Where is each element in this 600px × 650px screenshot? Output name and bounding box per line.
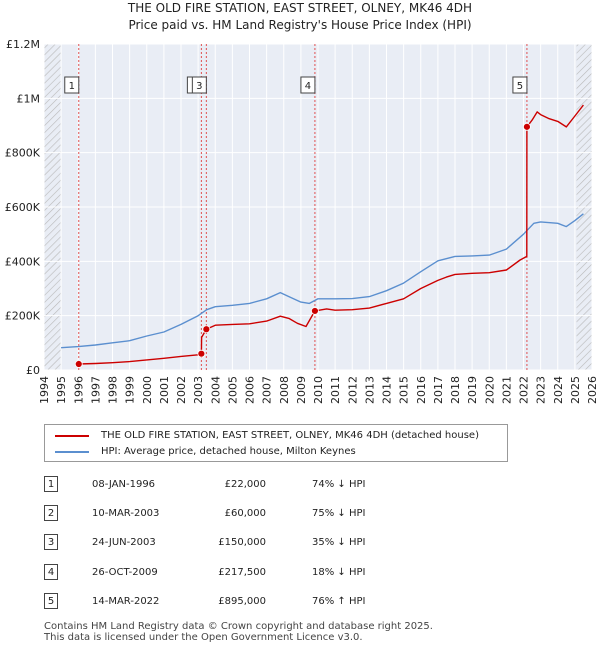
table-row: 3 24-JUN-2003 £150,000 35% ↓ HPI (44, 534, 444, 552)
x-tick-label: 2002 (175, 376, 188, 404)
footer-notice: Contains HM Land Registry data © Crown c… (44, 621, 433, 643)
x-tick-label: 1996 (72, 376, 85, 404)
row-number-badge: 3 (44, 534, 58, 550)
row-price: £60,000 (224, 508, 266, 519)
row-date: 24-JUN-2003 (92, 537, 156, 548)
y-tick-label: £200K (5, 310, 41, 323)
sale-point-5 (523, 122, 531, 131)
y-tick-label: £400K (5, 255, 41, 268)
row-hpi-diff: 75% ↓ HPI (312, 508, 366, 519)
legend-swatch-hpi (55, 451, 89, 453)
row-number-badge: 5 (44, 593, 58, 609)
x-tick-label: 2001 (158, 376, 171, 404)
x-tick-label: 2004 (209, 376, 222, 404)
y-tick-label: £1.2M (6, 38, 40, 51)
chart-title: THE OLD FIRE STATION, EAST STREET, OLNEY… (127, 1, 473, 15)
marker-box-3 (191, 76, 207, 94)
row-hpi-diff: 76% ↑ HPI (312, 596, 366, 607)
marker-box-5 (512, 76, 528, 94)
x-tick-label: 2025 (569, 376, 582, 404)
x-tick-label: 2011 (329, 376, 342, 404)
x-tick-label: 2000 (141, 376, 154, 404)
table-row: 2 10-MAR-2003 £60,000 75% ↓ HPI (44, 505, 444, 523)
row-hpi-diff: 18% ↓ HPI (312, 567, 366, 578)
y-tick-label: £0 (26, 364, 40, 377)
table-row: 5 14-MAR-2022 £895,000 76% ↑ HPI (44, 593, 444, 611)
sale-point-4 (311, 307, 319, 315)
marker-label-5: 5 (517, 81, 523, 92)
marker-label-3: 3 (196, 81, 202, 92)
x-tick-label: 2005 (226, 376, 239, 404)
x-tick-label: 2003 (192, 376, 205, 404)
marker-label-1: 1 (69, 81, 75, 92)
table-row: 4 26-OCT-2009 £217,500 18% ↓ HPI (44, 564, 444, 582)
x-tick-label: 1998 (107, 376, 120, 404)
x-tick-label: 2013 (363, 376, 376, 404)
y-tick-label: £1M (17, 92, 41, 105)
row-date: 08-JAN-1996 (92, 479, 156, 490)
row-number-badge: 1 (44, 476, 58, 492)
x-tick-label: 1994 (38, 376, 51, 404)
row-date: 26-OCT-2009 (92, 567, 158, 578)
x-tick-label: 2017 (432, 376, 445, 404)
sale-point-2 (197, 349, 206, 358)
sale-point-3 (202, 325, 211, 334)
row-number-badge: 2 (44, 505, 58, 521)
x-tick-label: 2010 (312, 376, 325, 404)
y-tick-label: £600K (5, 201, 41, 214)
x-tick-label: 2007 (261, 376, 274, 404)
legend: THE OLD FIRE STATION, EAST STREET, OLNEY… (44, 424, 508, 462)
chart-subtitle: Price paid vs. HM Land Registry's House … (128, 18, 472, 32)
x-tick-label: 2018 (449, 376, 462, 404)
x-tick-label: 2008 (278, 376, 291, 404)
footer-line-licence: This data is licensed under the Open Gov… (44, 632, 363, 643)
row-date: 10-MAR-2003 (92, 508, 160, 519)
price-chart: 12345 £0£200K£400K£600K£800K£1M£1.2M 199… (5, 38, 599, 404)
x-tick-label: 2015 (398, 376, 411, 404)
marker-label-4: 4 (305, 81, 311, 92)
x-tick-label: 2009 (295, 376, 308, 404)
marker-box-4 (300, 76, 316, 94)
row-hpi-diff: 74% ↓ HPI (312, 479, 366, 490)
x-tick-label: 2022 (518, 376, 531, 404)
x-tick-label: 2014 (381, 376, 394, 404)
x-tick-label: 2016 (415, 376, 428, 404)
row-hpi-diff: 35% ↓ HPI (312, 537, 366, 548)
row-number-badge: 4 (44, 564, 58, 580)
legend-swatch-property (55, 435, 89, 437)
row-price: £895,000 (218, 596, 266, 607)
table-row: 1 08-JAN-1996 £22,000 74% ↓ HPI (44, 476, 444, 494)
legend-label-property: THE OLD FIRE STATION, EAST STREET, OLNEY… (101, 430, 479, 441)
x-tick-label: 2019 (466, 376, 479, 404)
footer-line-copyright: Contains HM Land Registry data © Crown c… (44, 621, 433, 632)
row-price: £150,000 (218, 537, 266, 548)
legend-label-hpi: HPI: Average price, detached house, Milt… (101, 446, 356, 457)
x-tick-label: 2024 (552, 376, 565, 404)
x-tick-label: 1997 (89, 376, 102, 404)
x-tick-label: 2026 (586, 376, 599, 404)
x-tick-label: 2012 (346, 376, 359, 404)
x-tick-label: 1999 (124, 376, 137, 404)
x-tick-label: 1995 (55, 376, 68, 404)
marker-box-1 (64, 76, 80, 94)
row-date: 14-MAR-2022 (92, 596, 160, 607)
y-tick-label: £800K (5, 147, 41, 160)
sale-point-1 (74, 360, 83, 368)
x-tick-label: 2021 (500, 376, 513, 404)
x-tick-label: 2006 (244, 376, 257, 404)
series-line-hpi (61, 213, 584, 349)
row-price: £217,500 (218, 567, 266, 578)
x-tick-label: 2020 (483, 376, 496, 404)
x-tick-label: 2023 (535, 376, 548, 404)
row-price: £22,000 (224, 479, 266, 490)
